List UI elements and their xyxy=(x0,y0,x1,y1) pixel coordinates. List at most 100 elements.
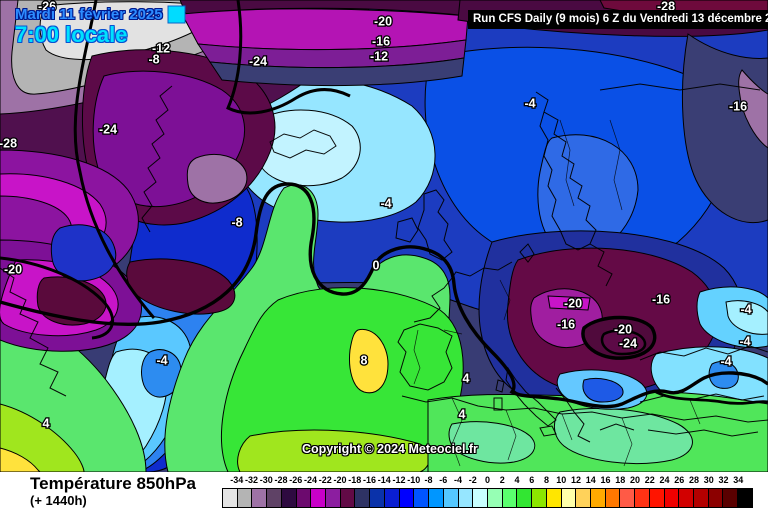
scale-cell xyxy=(620,488,636,508)
legend-band: Température 850hPa (+ 1440h) -34 -32 -30 -2… xyxy=(0,472,768,512)
scale-cell xyxy=(532,488,547,508)
scale-cell xyxy=(296,488,312,508)
scale-cell xyxy=(473,488,488,508)
scale-tick-label: 32 xyxy=(718,475,729,485)
scale-cell xyxy=(679,488,694,508)
scale-tick-label: 30 xyxy=(703,475,714,485)
scale-tick-label: -2 xyxy=(468,475,477,485)
scale-cell xyxy=(237,488,253,508)
scale-tick-label: 24 xyxy=(659,475,670,485)
scale-cell xyxy=(605,488,621,508)
scale-tick-label: 2 xyxy=(499,475,505,485)
scale-tick-label: 16 xyxy=(600,475,611,485)
map-temp-label: -24 xyxy=(99,122,117,136)
scale-cell xyxy=(738,488,753,508)
scale-tick-label: -16 xyxy=(362,475,377,485)
scale-cell xyxy=(443,488,459,508)
map-temp-label: -16 xyxy=(557,317,575,331)
map-temp-label: -16 xyxy=(372,34,390,48)
scale-cell xyxy=(664,488,680,508)
scale-cell xyxy=(311,488,327,508)
map-temp-label: 4 xyxy=(459,407,466,421)
color-scale xyxy=(222,488,753,508)
map-temp-label: -4 xyxy=(156,353,167,367)
map-temp-label: 0 xyxy=(373,258,380,272)
scale-cell xyxy=(429,488,444,508)
scale-tick-label: 14 xyxy=(585,475,596,485)
scale-cell xyxy=(414,488,430,508)
scale-cell xyxy=(458,488,474,508)
scale-cell xyxy=(267,488,282,508)
scale-cell xyxy=(252,488,268,508)
map-time: 7:00 locale xyxy=(15,22,128,47)
map-temp-label: 4 xyxy=(43,416,50,430)
scale-tick-label: 28 xyxy=(688,475,700,485)
scale-cell xyxy=(635,488,650,508)
scale-tick-label: -30 xyxy=(259,475,273,485)
map-temp-label: -20 xyxy=(374,14,392,28)
map-temp-label: -24 xyxy=(249,54,267,68)
scale-tick-label: -12 xyxy=(392,475,406,485)
coastlines xyxy=(0,83,768,443)
scale-cell xyxy=(326,488,341,508)
map-temp-label: -20 xyxy=(614,322,632,336)
scale-cell xyxy=(561,488,577,508)
country-borders xyxy=(413,119,701,467)
scale-tick-label: 34 xyxy=(733,475,744,485)
scale-tick-label: -34 xyxy=(230,475,244,485)
cyan-square xyxy=(167,5,186,24)
map-date: Mardi 11 février 2025 xyxy=(15,6,163,23)
scale-tick-label: 8 xyxy=(543,475,550,485)
map-temp-label: -8 xyxy=(231,215,242,229)
scale-tick-label: -24 xyxy=(303,475,318,485)
scale-tick-label: 18 xyxy=(615,475,626,485)
scale-tick-label: 6 xyxy=(529,475,535,485)
scale-tick-label: -28 xyxy=(274,475,288,485)
scale-cell xyxy=(222,488,238,508)
scale-tick-label: -22 xyxy=(318,475,332,485)
map-temp-label: -4 xyxy=(740,302,751,316)
map-temp-label: -4 xyxy=(524,96,535,110)
scale-tick-label: 10 xyxy=(556,475,567,485)
scale-cell xyxy=(649,488,665,508)
scale-cell xyxy=(384,488,400,508)
scale-cell xyxy=(399,488,415,508)
map-temp-label: -28 xyxy=(0,136,17,150)
scale-tick-label: 0 xyxy=(484,475,491,485)
map-temp-label: -12 xyxy=(152,41,170,55)
map-temp-label: -4 xyxy=(720,354,731,368)
scale-cell xyxy=(723,488,739,508)
map-temp-label: -20 xyxy=(4,262,22,276)
scale-cell xyxy=(370,488,385,508)
scale-tick-label: -14 xyxy=(377,475,391,485)
map-temp-label: -16 xyxy=(729,99,747,113)
scale-tick-label: -8 xyxy=(424,475,433,485)
scale-tick-label: -6 xyxy=(439,475,448,485)
scale-cell xyxy=(546,488,562,508)
scale-tick-label: 22 xyxy=(644,475,655,485)
temperature-map: -26-20-28-16-12-12-8 -24-4 -16-24-28-8-40-… xyxy=(0,0,768,472)
scale-cell xyxy=(340,488,356,508)
scale-cell xyxy=(590,488,606,508)
run-info-bar: Run CFS Daily (9 mois) 6 Z du Vendredi 1… xyxy=(468,10,768,29)
scale-cell xyxy=(708,488,724,508)
scale-cell xyxy=(517,488,533,508)
scale-tick-label: -4 xyxy=(453,475,463,485)
map-temp-label: -8 xyxy=(148,52,159,66)
scale-cell xyxy=(694,488,709,508)
map-temp-label: 8 xyxy=(361,353,368,367)
scale-tick-label: 4 xyxy=(514,475,520,485)
scale-cell xyxy=(576,488,591,508)
scale-tick-label: -20 xyxy=(333,475,347,485)
map-parameter-title: Température 850hPa xyxy=(30,474,196,493)
map-temp-label: -24 xyxy=(619,336,637,350)
map-temp-label: -4 xyxy=(739,334,750,348)
scale-tick-label: -10 xyxy=(407,475,421,485)
scale-tick-label: -26 xyxy=(289,475,303,485)
scale-tick-label: 26 xyxy=(674,475,685,485)
forecast-lead-time: (+ 1440h) xyxy=(30,493,87,508)
copyright-text: Copyright © 2024 Meteociel.fr xyxy=(302,442,478,456)
color-scale-ticks: -34 -32 -30 -28 -26 -24 -22 -20 -18 -16 -14 -12 -10-… xyxy=(222,475,753,487)
scale-cell xyxy=(355,488,371,508)
